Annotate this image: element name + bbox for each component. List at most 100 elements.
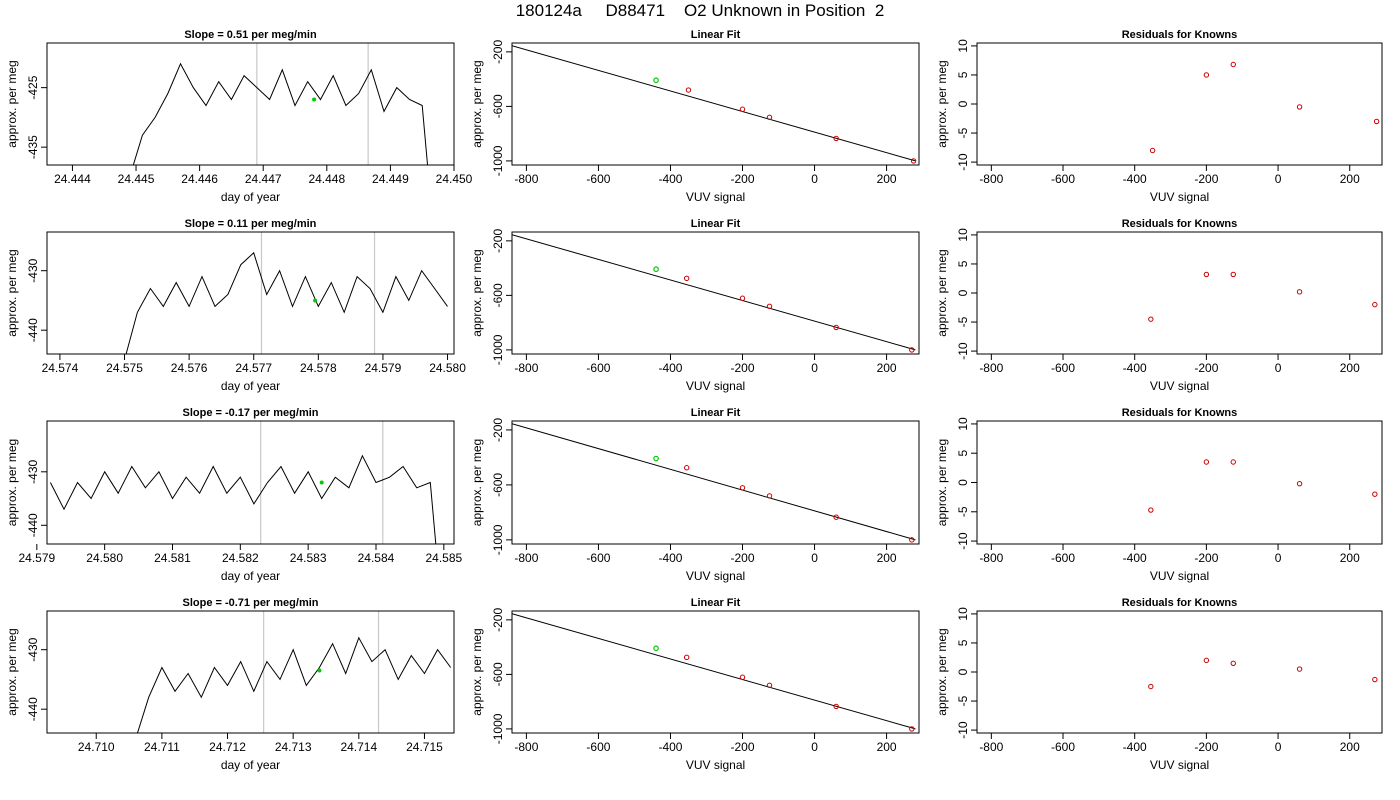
unknown-marker-point (313, 298, 318, 303)
known-point (739, 106, 746, 112)
known-point (833, 703, 839, 710)
y-axis-label: approx. per meg (935, 60, 949, 147)
y-axis-label: approx. per meg (5, 439, 19, 526)
y-axis-label: approx. per meg (5, 628, 19, 715)
y-tick-label: -10 (956, 153, 970, 171)
chart-panel-1-1: Slope = 0.51 per meg/min day of year appro… (5, 29, 473, 204)
x-tick-label: 24.711 (144, 740, 180, 754)
x-axis-label: day of year (221, 758, 280, 772)
known-point (833, 324, 839, 331)
x-tick-label: -400 (1123, 172, 1147, 186)
x-tick-label: 24.583 (290, 551, 327, 565)
x-tick-label: 24.449 (372, 172, 409, 186)
x-axis-label: VUV signal (1150, 758, 1209, 772)
x-axis-label: VUV signal (1150, 190, 1209, 204)
known-point (766, 114, 773, 120)
x-tick-label: 24.712 (209, 740, 246, 754)
x-tick-label: -400 (658, 740, 682, 754)
x-tick-label: -400 (1123, 361, 1147, 375)
x-axis-label: VUV signal (686, 379, 745, 393)
known-point (766, 682, 773, 688)
chart-title: Slope = -0.17 per meg/min (182, 407, 318, 419)
x-axis-label: VUV signal (1150, 379, 1209, 393)
y-tick-label: 0 (956, 100, 970, 107)
x-tick-label: 24.575 (106, 361, 143, 375)
x-axis-label: VUV signal (686, 190, 745, 204)
x-tick-label: 0 (1275, 361, 1282, 375)
residual-point (1230, 271, 1236, 278)
known-point (766, 303, 773, 309)
y-axis-label: approx. per meg (935, 249, 949, 336)
unknown-marker-point (319, 480, 324, 485)
x-tick-label: -800 (514, 551, 538, 565)
residual-point (1230, 660, 1236, 666)
y-axis-label: approx. per meg (470, 60, 484, 147)
y-tick-label: 10 (956, 607, 970, 621)
y-tick-label: -440 (26, 697, 40, 721)
x-axis-label: VUV signal (686, 569, 745, 583)
y-tick-label: -600 (491, 283, 505, 307)
x-tick-label: -400 (658, 172, 682, 186)
y-axis-label: approx. per meg (935, 628, 949, 715)
residual-point (1203, 271, 1210, 278)
plot-frame (976, 42, 1383, 166)
x-tick-label: -600 (586, 172, 610, 186)
x-tick-label: 0 (811, 551, 818, 565)
x-tick-label: 24.580 (429, 361, 466, 375)
plot-frame (511, 42, 920, 166)
known-point (909, 726, 915, 732)
y-tick-label: -1000 (491, 334, 505, 365)
x-tick-label: -200 (1194, 361, 1218, 375)
plot-frame (46, 231, 455, 355)
plot-frame (511, 610, 920, 734)
x-tick-label: -200 (1194, 172, 1218, 186)
plot-frame (976, 420, 1383, 545)
y-tick-label: -600 (491, 473, 505, 497)
x-tick-label: 200 (877, 551, 897, 565)
y-tick-label: -10 (956, 342, 970, 360)
x-tick-label: 24.585 (425, 551, 462, 565)
x-tick-label: 24.579 (365, 361, 402, 375)
unknown-point (653, 266, 659, 273)
fit-line (512, 234, 916, 351)
unknown-point (653, 77, 659, 84)
known-point (683, 275, 690, 282)
fit-line (512, 423, 916, 541)
x-tick-label: 24.446 (181, 172, 218, 186)
y-tick-label: 5 (956, 260, 970, 267)
x-tick-label: -600 (1051, 361, 1075, 375)
y-tick-label: -200 (491, 40, 505, 64)
x-tick-label: 200 (1340, 740, 1360, 754)
plot-frame (511, 420, 920, 545)
y-tick-label: -10 (956, 532, 970, 550)
x-tick-label: -800 (514, 361, 538, 375)
x-axis-label: VUV signal (686, 758, 745, 772)
chart-title: Slope = -0.71 per meg/min (182, 597, 318, 609)
x-tick-label: -600 (1051, 551, 1075, 565)
unknown-point (653, 455, 659, 462)
y-tick-label: 5 (956, 639, 970, 646)
y-tick-label: -440 (26, 318, 40, 342)
series-line (132, 62, 429, 165)
y-tick-label: -200 (491, 608, 505, 632)
y-tick-label: -425 (26, 75, 40, 99)
y-axis-label: approx. per meg (470, 249, 484, 336)
known-point (909, 347, 915, 353)
x-tick-label: 200 (1340, 551, 1360, 565)
residual-point (1149, 147, 1156, 154)
y-tick-label: 5 (956, 71, 970, 78)
y-tick-label: -1000 (491, 145, 505, 176)
residual-point (1372, 676, 1378, 683)
residual-point (1148, 683, 1154, 690)
x-tick-label: 24.577 (235, 361, 272, 375)
x-tick-label: 24.710 (78, 740, 115, 754)
x-tick-label: -200 (730, 551, 754, 565)
y-tick-label: 5 (956, 450, 970, 457)
plot-area (512, 613, 916, 732)
x-tick-label: -400 (658, 361, 682, 375)
chart-title: Residuals for Knowns (1122, 407, 1238, 419)
known-point (833, 514, 839, 520)
x-tick-label: 24.576 (171, 361, 208, 375)
residual-point (1372, 301, 1378, 308)
